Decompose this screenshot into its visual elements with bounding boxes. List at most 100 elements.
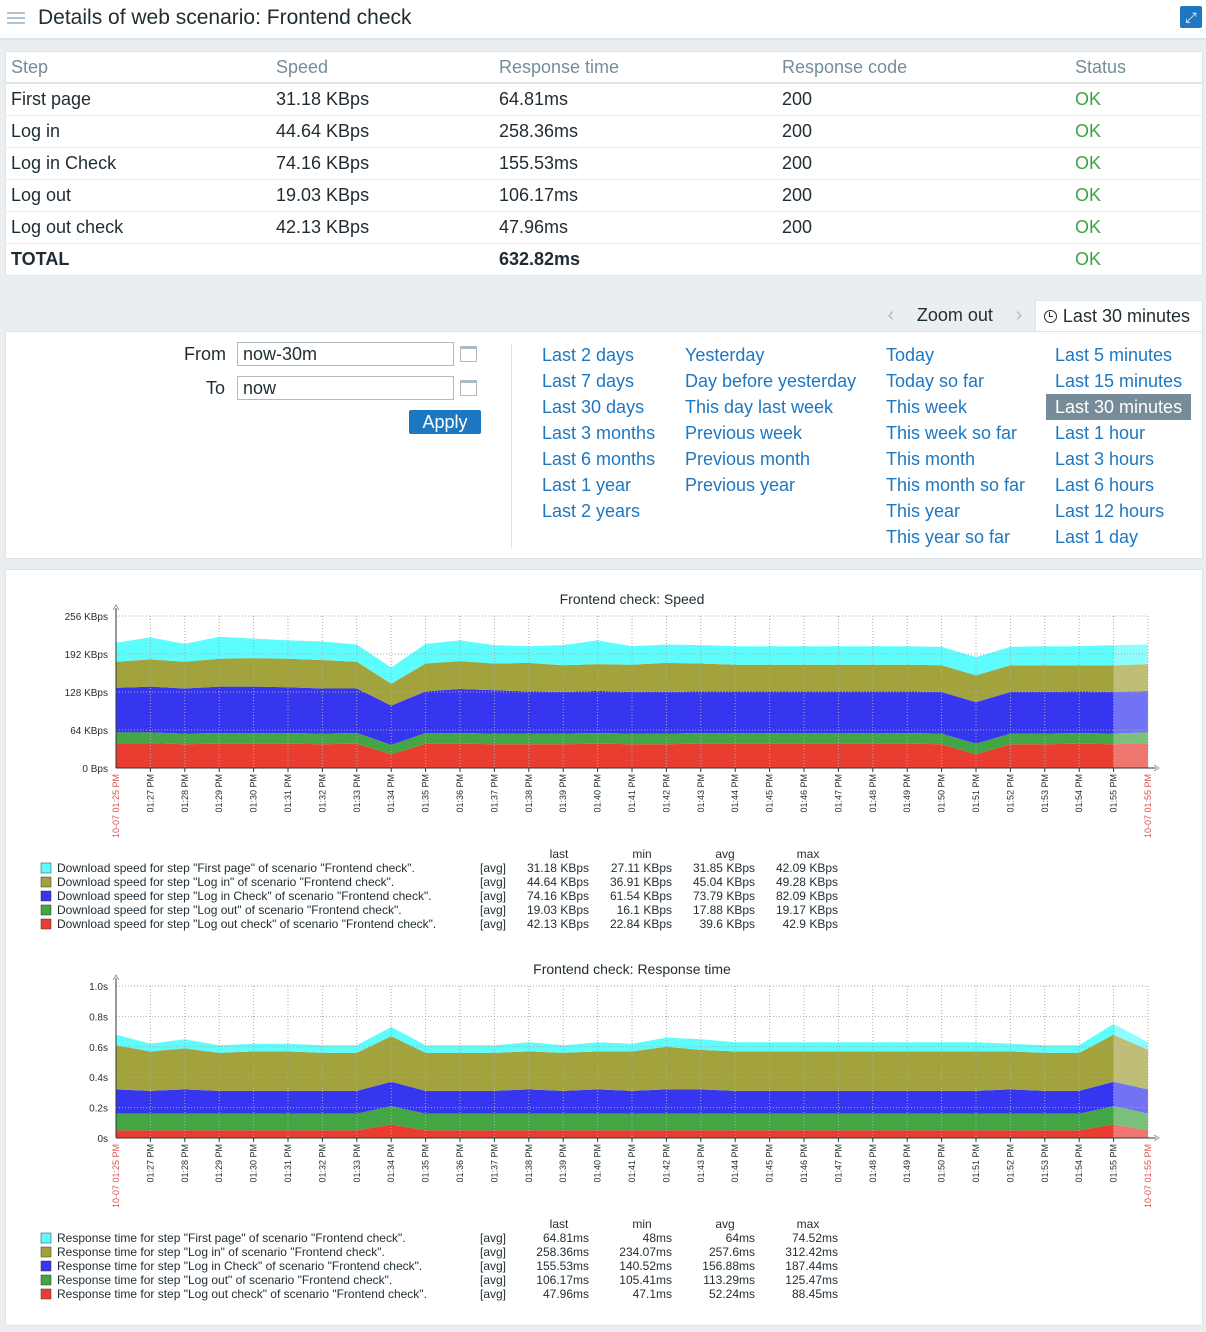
step-response-time: 258.36ms: [494, 115, 777, 148]
quick-range-link[interactable]: Last 2 years: [542, 501, 641, 521]
legend-value: 82.09 KBps: [776, 889, 838, 903]
quick-range-link[interactable]: Last 3 months: [542, 423, 656, 443]
calendar-icon[interactable]: [460, 380, 477, 396]
legend-header: max: [797, 847, 820, 861]
speed-graph[interactable]: Frontend check: Speed 0 Bps 64 KBps 128 KBp…: [6, 570, 1202, 940]
tab-time-range[interactable]: Last 30 minutes: [1034, 300, 1203, 331]
quick-range-link[interactable]: Day before yesterday: [685, 371, 857, 391]
quick-range-link[interactable]: Previous year: [685, 475, 796, 495]
chevron-left-icon[interactable]: ‹: [887, 304, 895, 326]
legend-value: 140.52ms: [619, 1259, 672, 1273]
quick-ranges-column: Last 2 days Last 7 days Last 30 days Las…: [542, 342, 655, 524]
quick-range-link[interactable]: Last 1 hour: [1055, 423, 1146, 443]
page-title: Details of web scenario: Frontend check: [38, 6, 412, 29]
quick-range-link[interactable]: Today so far: [886, 371, 985, 391]
legend-swatch: [40, 1274, 52, 1286]
legend-value: 113.29ms: [703, 1273, 755, 1287]
quick-range-link[interactable]: Last 7 days: [542, 371, 635, 391]
quick-range-link[interactable]: Last 3 hours: [1055, 449, 1155, 469]
legend-header: max: [797, 1217, 820, 1231]
x-tick-label: 01:32 PM: [317, 774, 327, 813]
quick-range-link[interactable]: This day last week: [685, 397, 834, 417]
graphs-panel: Frontend check: Speed 0 Bps 64 KBps 128 KBp…: [5, 569, 1203, 1326]
x-tick-label: 01:27 PM: [145, 1144, 155, 1183]
fullscreen-icon[interactable]: ⤢: [1180, 6, 1202, 28]
step-speed: 31.18 KBps: [271, 83, 494, 116]
quick-range-link-selected[interactable]: Last 30 minutes: [1046, 394, 1192, 420]
x-tick-label: 01:35 PM: [421, 774, 431, 813]
quick-range-link[interactable]: This month: [886, 449, 976, 469]
quick-range-link[interactable]: Last 12 hours: [1055, 501, 1165, 521]
quick-range-link[interactable]: Last 15 minutes: [1055, 371, 1183, 391]
legend-value: 17.88 KBps: [693, 903, 755, 917]
step-response-time: 47.96ms: [494, 211, 777, 244]
legend-swatch: [40, 1260, 52, 1272]
legend-series-name: Download speed for step "First page" of …: [57, 861, 415, 875]
calendar-icon[interactable]: [460, 346, 477, 362]
x-tick-label: 01:40 PM: [593, 1144, 603, 1183]
legend-value: 39.6 KBps: [700, 917, 755, 931]
column-header-response-code: Response code: [777, 52, 1070, 84]
y-tick-label: 0.8s: [89, 1012, 108, 1023]
quick-range-link[interactable]: Last 30 days: [542, 397, 645, 417]
quick-range-link[interactable]: This year so far: [886, 527, 1011, 547]
x-start-label: 10-07 01:25 PM: [111, 1144, 121, 1208]
tab-time-range-label: Last 30 minutes: [1062, 305, 1190, 326]
legend-func: [avg]: [480, 861, 506, 875]
quick-range-link[interactable]: Last 5 minutes: [1055, 345, 1173, 365]
quick-range-link[interactable]: This year: [886, 501, 961, 521]
quick-range-link[interactable]: Last 2 days: [542, 345, 635, 365]
x-tick-label: 01:40 PM: [593, 774, 603, 813]
x-tick-label: 01:45 PM: [765, 1144, 775, 1183]
series-area: [116, 1124, 1148, 1138]
quick-range-link[interactable]: Previous month: [685, 449, 811, 469]
quick-range-link[interactable]: Today: [886, 345, 935, 365]
quick-range-link[interactable]: Last 1 year: [542, 475, 632, 495]
step-name: Log in Check: [6, 147, 271, 180]
x-tick-label: 01:39 PM: [558, 1144, 568, 1183]
menu-icon[interactable]: [7, 9, 25, 25]
x-tick-label: 01:54 PM: [1074, 1144, 1084, 1183]
to-input[interactable]: now: [237, 376, 454, 400]
legend-value: 42.13 KBps: [527, 917, 589, 931]
y-tick-label: 0s: [97, 1134, 108, 1145]
from-input[interactable]: now-30m: [237, 342, 454, 366]
legend-value: 64.81ms: [543, 1231, 589, 1245]
quick-range-link[interactable]: This week so far: [886, 423, 1018, 443]
apply-button[interactable]: Apply: [409, 410, 481, 434]
y-tick-label: 256 KBps: [65, 612, 108, 623]
total-speed: [271, 243, 494, 275]
step-response-code: 200: [777, 211, 1070, 244]
x-tick-label: 01:53 PM: [1040, 774, 1050, 813]
legend-series-name: Download speed for step "Log out check" …: [57, 917, 436, 931]
legend-value: 234.07ms: [619, 1245, 672, 1259]
quick-range-link[interactable]: Last 1 day: [1055, 527, 1139, 547]
x-tick-label: 01:49 PM: [902, 1144, 912, 1183]
legend-value: 52.24ms: [709, 1287, 755, 1301]
legend-func: [avg]: [480, 1245, 506, 1259]
quick-range-link[interactable]: Yesterday: [685, 345, 765, 365]
x-tick-label: 01:30 PM: [249, 774, 259, 813]
zoom-out-button[interactable]: Zoom out: [916, 305, 993, 325]
x-tick-label: 01:45 PM: [765, 774, 775, 813]
total-response-code: [777, 243, 1070, 275]
x-tick-label: 01:53 PM: [1040, 1144, 1050, 1183]
quick-range-link[interactable]: This week: [886, 397, 968, 417]
total-status: OK: [1075, 248, 1102, 269]
legend-value: 312.42ms: [785, 1245, 838, 1259]
step-response-code: 200: [777, 83, 1070, 116]
step-speed: 19.03 KBps: [271, 179, 494, 212]
quick-range-link[interactable]: Last 6 months: [542, 449, 656, 469]
quick-range-link[interactable]: Previous week: [685, 423, 803, 443]
quick-range-link[interactable]: This month so far: [886, 475, 1026, 495]
legend-value: 48ms: [643, 1231, 672, 1245]
step-response-time: 64.81ms: [494, 83, 777, 116]
legend-series-name: Download speed for step "Log in Check" o…: [57, 889, 432, 903]
quick-range-link[interactable]: Last 6 hours: [1055, 475, 1155, 495]
chevron-right-icon[interactable]: ›: [1015, 304, 1023, 326]
legend-value: 31.18 KBps: [527, 861, 589, 875]
x-tick-label: 01:36 PM: [455, 1144, 465, 1183]
legend-header: avg: [715, 847, 734, 861]
series-area: [116, 732, 1148, 755]
response-time-graph[interactable]: Frontend check: Response time 0s 0.2s 0.4s 0…: [6, 940, 1202, 1310]
